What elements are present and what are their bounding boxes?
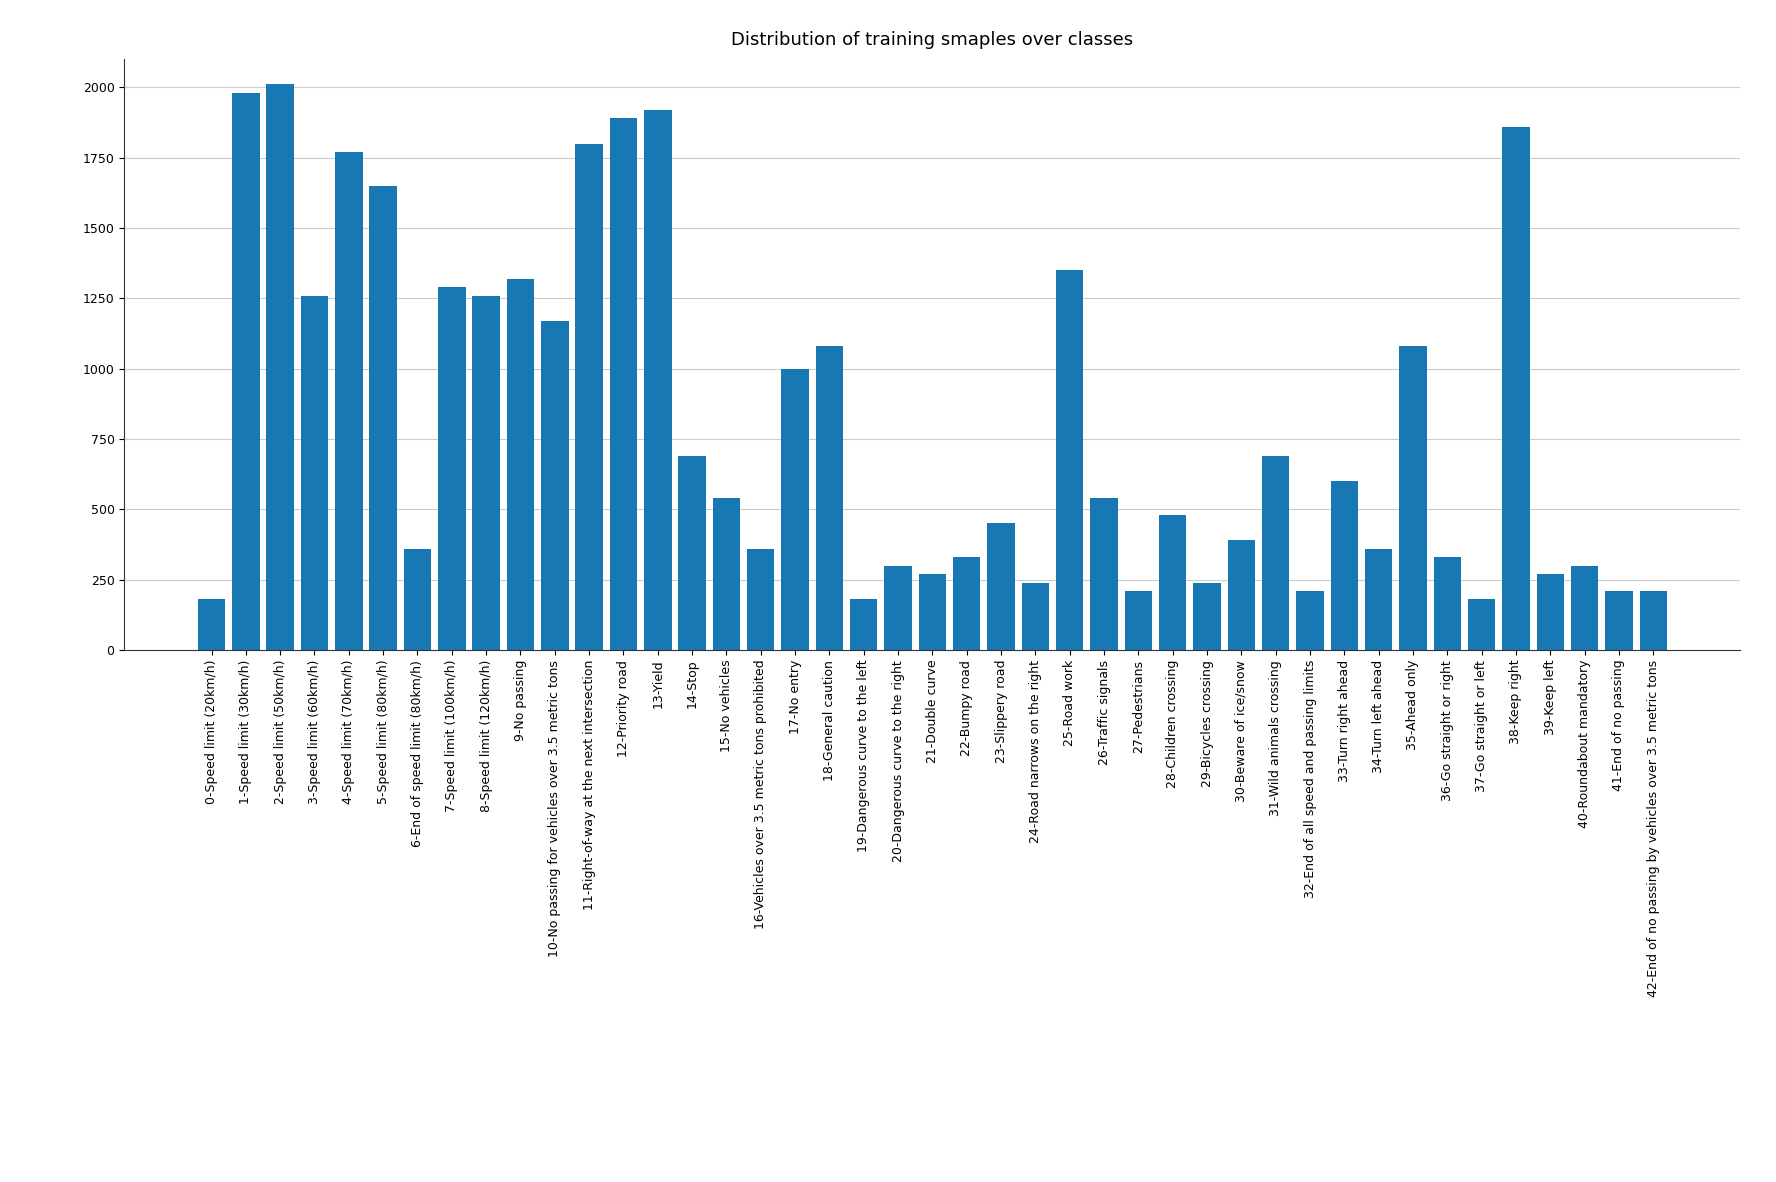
Bar xyxy=(678,456,705,650)
Bar xyxy=(1639,591,1668,650)
Bar xyxy=(1057,271,1083,650)
Bar xyxy=(1124,591,1153,650)
Bar xyxy=(439,287,465,650)
Bar xyxy=(542,320,568,650)
Bar xyxy=(336,152,362,650)
Bar xyxy=(1433,557,1462,650)
Bar xyxy=(197,599,226,650)
Bar xyxy=(954,557,980,650)
Bar xyxy=(300,296,329,650)
Bar xyxy=(851,599,877,650)
Bar xyxy=(1160,515,1186,650)
Bar xyxy=(1330,481,1359,650)
Bar xyxy=(918,574,947,650)
Bar xyxy=(472,296,499,650)
Bar xyxy=(266,84,293,650)
Bar xyxy=(1399,346,1426,650)
Bar xyxy=(1296,591,1323,650)
Bar xyxy=(233,93,259,650)
Bar xyxy=(575,143,602,650)
Bar xyxy=(369,186,396,650)
Bar xyxy=(1090,498,1117,650)
Bar xyxy=(645,110,671,650)
Bar xyxy=(1572,566,1598,650)
Bar xyxy=(506,279,535,650)
Bar xyxy=(987,524,1014,650)
Bar xyxy=(403,548,432,650)
Bar xyxy=(1227,540,1256,650)
Bar xyxy=(884,566,911,650)
Bar xyxy=(1193,583,1220,650)
Bar xyxy=(1021,583,1050,650)
Bar xyxy=(815,346,844,650)
Bar xyxy=(1469,599,1495,650)
Bar xyxy=(781,369,808,650)
Title: Distribution of training smaples over classes: Distribution of training smaples over cl… xyxy=(732,31,1133,50)
Bar xyxy=(712,498,741,650)
Bar xyxy=(1606,591,1632,650)
Bar xyxy=(1366,548,1392,650)
Bar xyxy=(1536,574,1565,650)
Bar xyxy=(609,118,638,650)
Bar xyxy=(1263,456,1289,650)
Bar xyxy=(748,548,774,650)
Bar xyxy=(1502,126,1529,650)
